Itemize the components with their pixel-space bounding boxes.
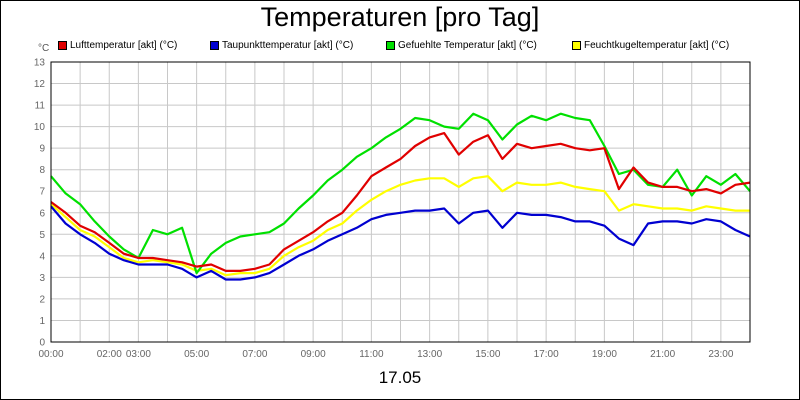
y-tick-label: 9 [39,144,45,155]
series-line-feuchtkugeltemperatur [50,175,750,277]
series-layer [50,112,751,281]
y-tick-label: 11 [35,101,46,112]
y-tick-label: 10 [34,122,46,133]
x-tick-label: 02:00 [97,349,122,360]
legend-label-feuchtkugeltemperatur: Feuchtkugeltemperatur [akt] (°C) [584,39,730,51]
legend-label-lufttemperatur: Lufttemperatur [akt] (°C) [70,39,178,51]
series-line-taupunkttemperatur [50,205,751,281]
y-tick-label: 6 [39,208,45,219]
legend-item-taupunkttemperatur: Taupunkttemperatur [akt] (°C) [210,38,353,52]
legend-item-gefuehlte-temperatur: Gefuehlte Temperatur [akt] (°C) [386,38,537,52]
legend-swatch-lufttemperatur [58,40,67,50]
x-tick-label: 11:00 [359,349,384,360]
legend-item-feuchtkugeltemperatur: Feuchtkugeltemperatur [akt] (°C) [572,38,729,52]
y-tick-label: 12 [34,79,46,90]
plot-area-border [50,61,751,343]
x-tick-label: 21:00 [650,349,675,360]
y-tick-label: 4 [39,251,45,262]
chart-title: Temperaturen [pro Tag] [260,2,540,32]
y-tick-label: 8 [39,165,45,176]
x-tick-label: 15:00 [475,349,500,360]
y-tick-label: 2 [39,294,45,305]
x-tick-label: 05:00 [184,349,209,360]
y-tick-label: 0 [39,338,45,349]
legend-swatch-taupunkttemperatur [210,40,219,50]
y-tick-label: 13 [34,58,46,69]
x-tick-label: 09:00 [301,349,326,360]
y-axis-unit: °C [38,43,49,54]
y-tick-label: 3 [39,273,45,284]
legend-item-lufttemperatur: Lufttemperatur [akt] (°C) [58,38,177,52]
x-tick-label: 03:00 [126,349,151,360]
x-tick-label: 07:00 [242,349,267,360]
x-tick-label: 19:00 [592,349,617,360]
y-tick-label: 1 [39,316,45,327]
y-tick-label: 7 [39,187,45,198]
legend-label-gefuehlte-temperatur: Gefuehlte Temperatur [akt] (°C) [398,39,537,51]
series-line-lufttemperatur [50,132,751,272]
legend-label-taupunkttemperatur: Taupunkttemperatur [akt] (°C) [222,39,354,51]
x-tick-label: 00:00 [38,349,63,360]
x-axis-date-label: 17.05 [378,368,422,387]
series-line-gefuehlte [50,112,751,275]
grid-layer [50,61,751,343]
legend-swatch-feuchtkugeltemperatur [572,40,581,50]
x-tick-label: 17:00 [534,349,559,360]
x-tick-label: 13:00 [417,349,442,360]
y-tick-label: 5 [39,230,45,241]
x-tick-label: 23:00 [708,349,733,360]
legend-swatch-gefuehlte-temperatur [386,40,395,50]
